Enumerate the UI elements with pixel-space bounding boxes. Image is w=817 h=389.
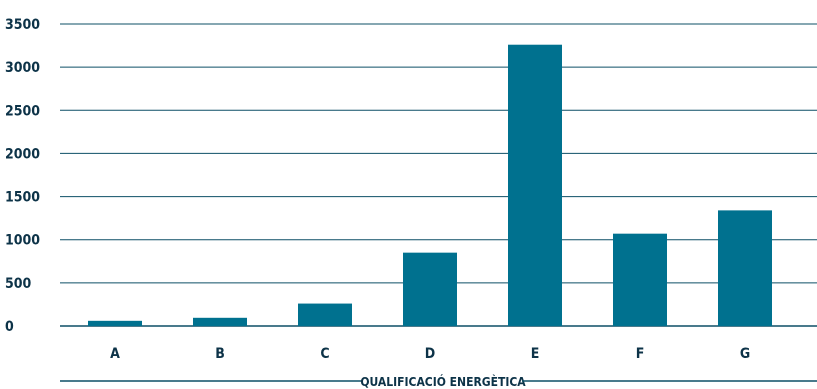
- y-tick-label: 0: [5, 319, 14, 335]
- x-axis-title: QUALIFICACIÓ ENERGÈTICA: [360, 374, 526, 389]
- x-axis-categories: A B C D E F G: [110, 346, 750, 362]
- bar-b: [193, 317, 247, 326]
- bar-c: [298, 303, 352, 326]
- y-tick-label: 1500: [5, 190, 40, 206]
- y-tick-label: 2000: [5, 146, 40, 162]
- x-category-label: C: [320, 346, 329, 362]
- bar-g: [718, 210, 772, 326]
- x-category-label: A: [110, 346, 120, 362]
- y-tick-label: 2500: [5, 103, 40, 119]
- bar-d: [403, 252, 457, 326]
- y-tick-label: 3000: [5, 60, 40, 76]
- bars: [88, 44, 772, 327]
- x-category-label: F: [636, 346, 645, 362]
- bar-e: [508, 44, 562, 327]
- y-tick-label: 500: [5, 276, 32, 292]
- y-tick-label: 1000: [5, 233, 40, 249]
- x-category-label: D: [425, 346, 435, 362]
- x-category-label: B: [215, 346, 225, 362]
- x-category-label: E: [531, 346, 540, 362]
- y-tick-label: 3500: [5, 17, 40, 33]
- y-axis-ticks: 0 500 1000 1500 2000 2500 3000 3500: [5, 17, 40, 335]
- x-category-label: G: [740, 346, 750, 362]
- bar-f: [613, 233, 667, 326]
- gridlines: [60, 23, 817, 327]
- bar-a: [88, 320, 142, 326]
